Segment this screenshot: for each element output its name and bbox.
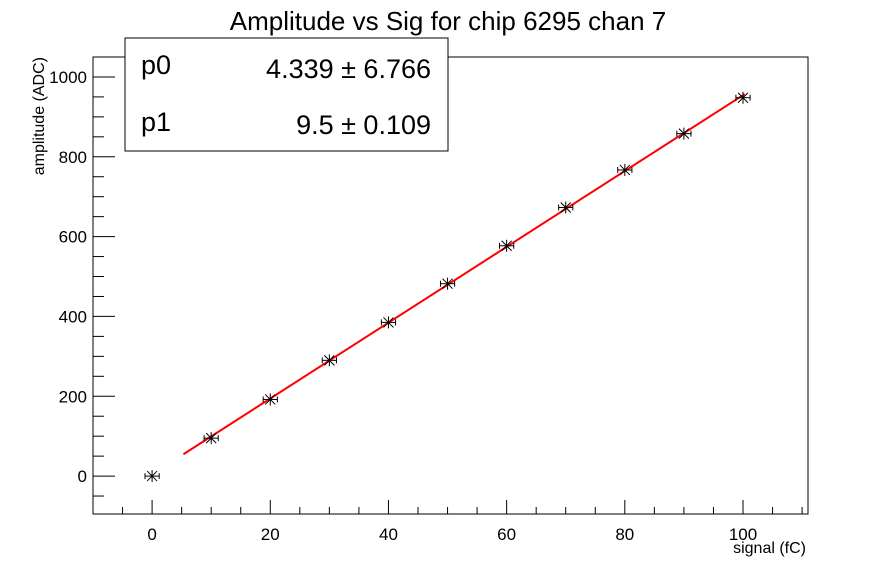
- plot-frame: [92, 56, 809, 515]
- x-axis-ticks: [92, 500, 803, 514]
- x-tick-label: 40: [379, 525, 398, 544]
- data-point: [262, 393, 278, 406]
- stat-value-p0: 4.339 ± 6.766: [266, 54, 431, 84]
- fit-stats-box: p0 4.339 ± 6.766 p1 9.5 ± 0.109: [124, 37, 449, 152]
- data-point: [558, 201, 574, 214]
- y-tick-label: 200: [59, 387, 87, 406]
- data-point: [203, 432, 219, 445]
- stat-name-p0: p0: [141, 50, 171, 80]
- x-axis-label: signal (fC): [733, 540, 806, 557]
- y-tick-label: 800: [59, 148, 87, 167]
- y-axis-label: amplitude (ADC): [31, 57, 48, 175]
- y-axis-ticks: [93, 56, 115, 497]
- data-point: [439, 277, 456, 290]
- data-point: [144, 470, 160, 483]
- x-tick-label: 0: [147, 525, 156, 544]
- data-point: [321, 354, 337, 367]
- x-axis-tick-labels: 0 20 40 60 80 100: [147, 525, 757, 544]
- fit-line-layer: [182, 93, 746, 456]
- data-point: [735, 91, 751, 104]
- y-tick-label: 1000: [49, 68, 87, 87]
- y-tick-label: 0: [78, 467, 87, 486]
- data-point: [380, 316, 397, 329]
- stats-box-frame: [124, 37, 449, 152]
- data-point: [617, 163, 633, 176]
- y-tick-label: 600: [59, 228, 87, 247]
- data-points-layer: [144, 91, 751, 483]
- y-axis-tick-labels: 0 200 400 600 800 1000: [49, 68, 87, 486]
- data-point: [676, 127, 692, 140]
- stat-value-p1: 9.5 ± 0.109: [296, 110, 431, 140]
- fit-line: [182, 93, 746, 456]
- data-point: [499, 239, 515, 252]
- x-tick-label: 20: [261, 525, 280, 544]
- x-tick-label: 60: [497, 525, 516, 544]
- stat-name-p1: p1: [141, 107, 171, 137]
- x-tick-label: 100: [729, 525, 757, 544]
- x-tick-label: 80: [615, 525, 634, 544]
- chart-title: Amplitude vs Sig for chip 6295 chan 7: [230, 6, 666, 36]
- y-tick-label: 400: [59, 307, 87, 326]
